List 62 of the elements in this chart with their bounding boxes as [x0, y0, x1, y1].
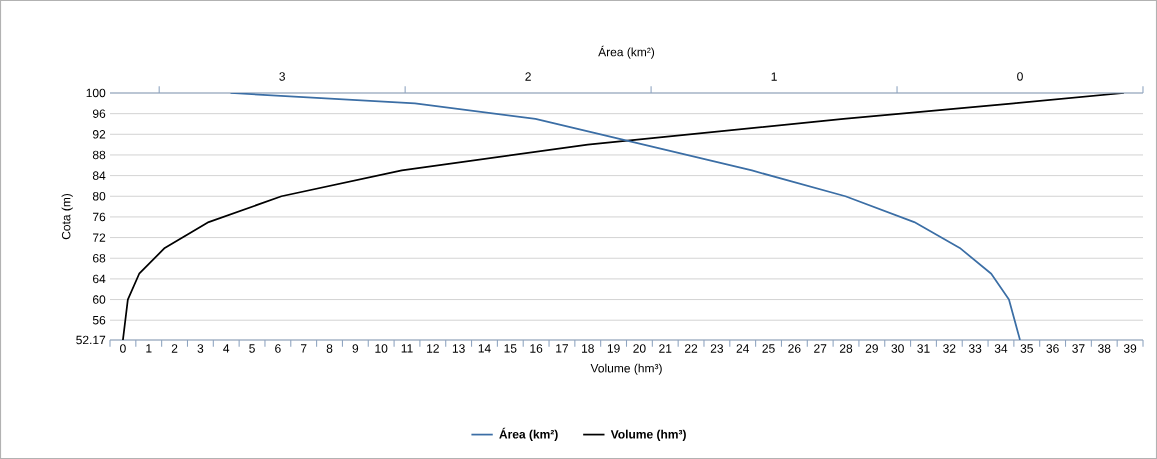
x-tick-label: 13: [452, 344, 465, 353]
x-tick-label: 5: [249, 344, 255, 353]
x-tick-label: 19: [607, 344, 620, 353]
x2-tick-label: 1: [771, 72, 777, 81]
x-tick-label: 38: [1098, 344, 1111, 353]
y-tick-label: 52.17: [76, 335, 106, 345]
x-tick-label: 0: [120, 344, 126, 353]
y-tick-label: 96: [92, 109, 106, 118]
x-tick-label: 33: [968, 344, 982, 353]
x-tick-label: 27: [814, 344, 827, 353]
x-tick-label: 17: [556, 344, 569, 353]
x-tick-label: 21: [659, 344, 672, 353]
x-tick-label: 29: [865, 344, 878, 353]
x-tick-label: 3: [197, 344, 204, 353]
x-tick-label: 23: [710, 344, 724, 353]
x-tick-label: 25: [762, 344, 775, 353]
y-axis-title: Cota (m): [61, 193, 73, 240]
x-tick-label: 14: [478, 344, 491, 353]
y-tick-label: 56: [92, 315, 106, 325]
y-tick-label: 64: [93, 274, 106, 284]
y-tick-label: 84: [92, 171, 106, 180]
x-tick-label: 30: [891, 344, 904, 353]
x2-tick-label: 2: [525, 72, 531, 81]
x-tick-label: 35: [1020, 344, 1033, 353]
y-tick-label: 80: [92, 192, 106, 201]
x-tick-label: 2: [171, 344, 178, 353]
x-tick-label: 16: [530, 344, 543, 353]
x-tick-label: 22: [685, 344, 698, 353]
x2-tick-label: 0: [1017, 72, 1023, 81]
x-tick-label: 34: [994, 344, 1008, 353]
x-tick-label: 12: [427, 344, 439, 353]
x-tick-label: 10: [375, 344, 388, 353]
x-tick-label: 32: [943, 344, 956, 353]
y-tick-label: 76: [93, 212, 106, 222]
x-tick-label: 6: [275, 344, 281, 353]
y-tick-label: 68: [93, 253, 106, 263]
x-tick-label: 26: [788, 344, 801, 353]
x-tick-label: 24: [736, 344, 750, 353]
x-tick-label: 8: [326, 344, 333, 353]
y-tick-label: 92: [92, 130, 106, 139]
y-tick-label: 72: [93, 233, 106, 242]
y-tick-label: 100: [86, 88, 106, 98]
x-axis-title: Volume (hm³): [590, 363, 662, 375]
x-tick-label: 36: [1046, 344, 1059, 353]
x-tick-label: 9: [352, 344, 359, 353]
x-tick-label: 28: [839, 344, 853, 353]
x-tick-label: 39: [1123, 344, 1137, 353]
y-tick-label: 88: [92, 150, 106, 160]
x-tick-label: 18: [582, 344, 594, 353]
x-tick-label: 20: [633, 344, 646, 353]
x-tick-label: 11: [401, 344, 413, 353]
y-tick-label: 60: [93, 295, 106, 304]
x2-axis-title: Área (km²): [598, 45, 655, 59]
x-tick-label: 1: [146, 344, 152, 353]
x-tick-label: 4: [223, 344, 230, 353]
x-tick-label: 31: [917, 344, 930, 353]
x2-tick-label: 3: [279, 72, 285, 81]
x-tick-label: 15: [504, 344, 517, 353]
x-tick-label: 7: [300, 344, 307, 353]
legend-label: Área (km²): [499, 427, 558, 441]
legend-label: Volume (hm³): [610, 429, 686, 441]
x-tick-label: 37: [1072, 344, 1085, 353]
